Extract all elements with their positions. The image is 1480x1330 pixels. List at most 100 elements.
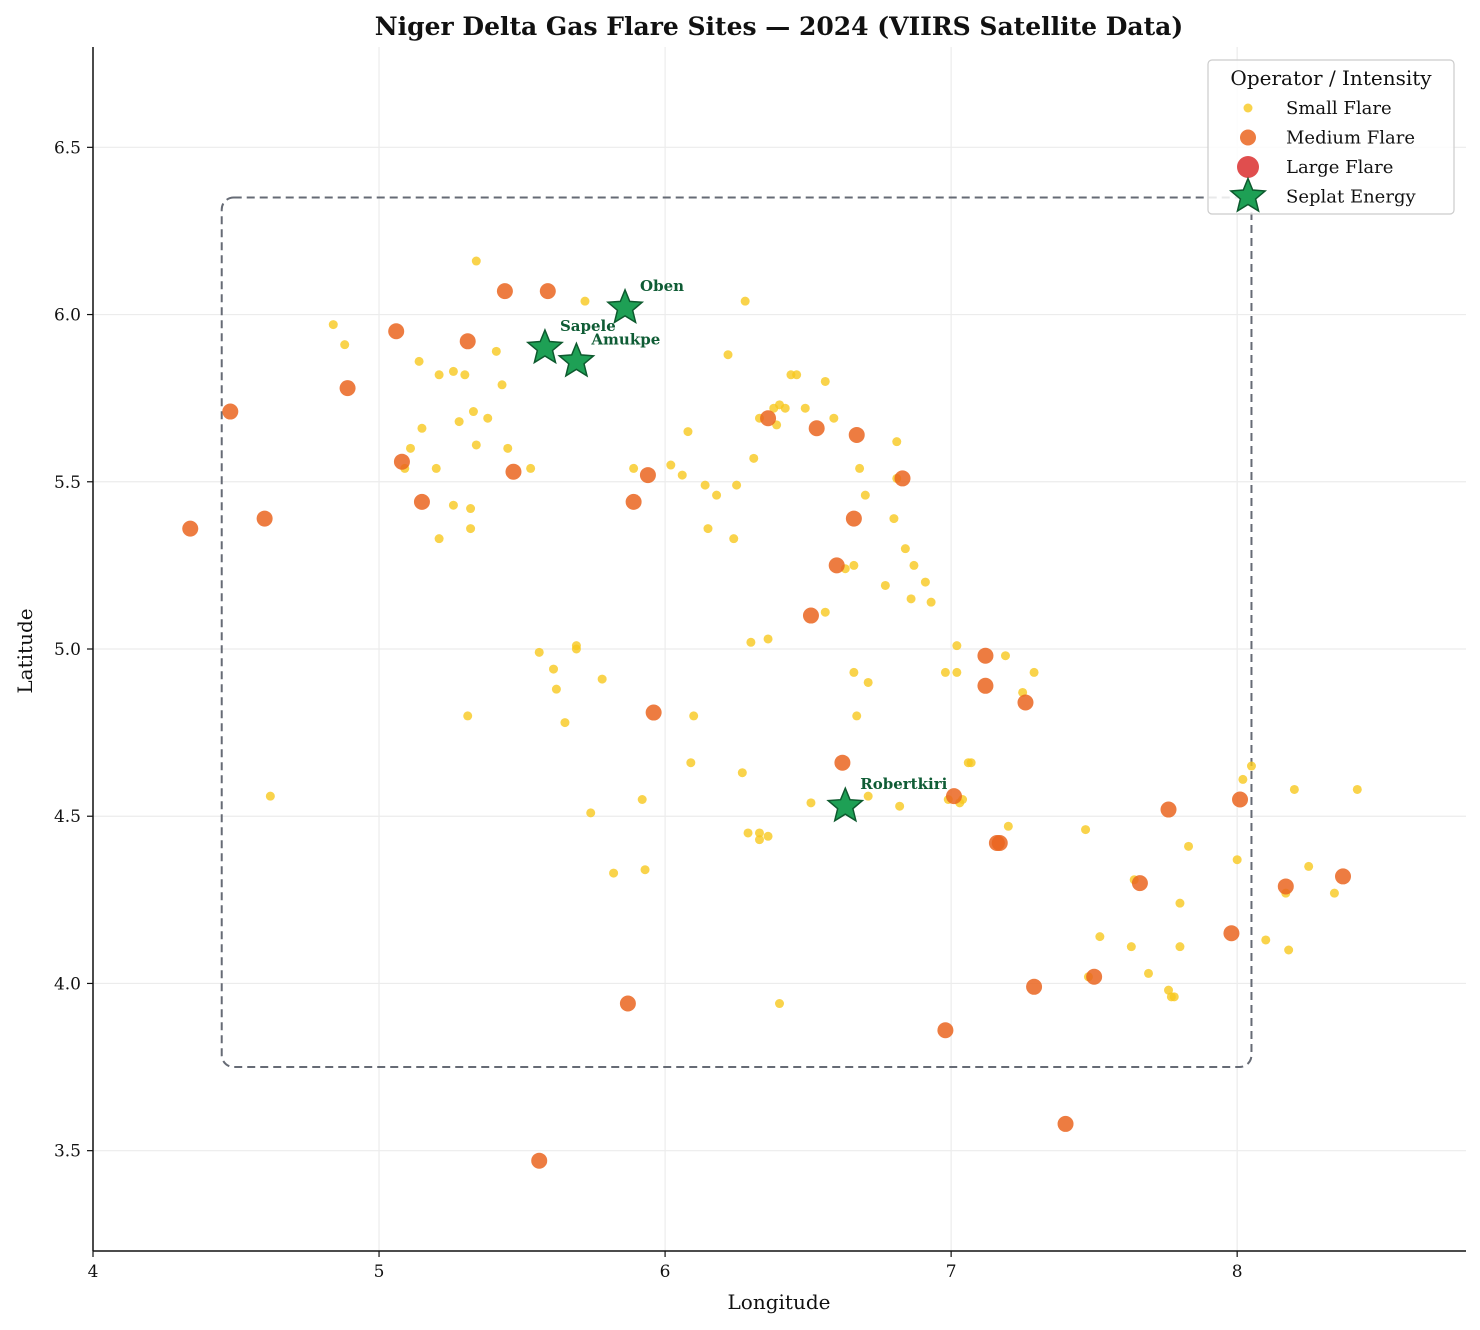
flare-point: [863, 791, 873, 801]
flare-point: [806, 798, 816, 808]
flare-point: [534, 647, 544, 657]
flare-point: [1081, 825, 1091, 835]
flare-point: [1232, 791, 1249, 808]
flare-point: [629, 463, 639, 473]
legend-item: Large Flare: [1237, 156, 1393, 178]
flare-point: [431, 463, 441, 473]
flare-point: [580, 296, 590, 306]
flare-point: [686, 758, 696, 768]
flare-point: [763, 831, 773, 841]
flare-point: [737, 768, 747, 778]
flare-point: [754, 828, 764, 838]
flare-point: [414, 356, 424, 366]
series-medium-flare: [182, 283, 1352, 1169]
flare-point: [1238, 774, 1248, 784]
legend-title: Operator / Intensity: [1230, 66, 1432, 90]
flare-point: [760, 410, 777, 427]
flare-point: [937, 1022, 954, 1039]
flare-point: [909, 560, 919, 570]
flare-point: [855, 463, 865, 473]
flare-point: [700, 480, 710, 490]
flare-point: [820, 376, 830, 386]
seplat-site-star: [826, 786, 865, 823]
x-tick-label: 5: [374, 1262, 385, 1282]
axes: 4 5 6 7 8 3.5 4.0 4.5 5.0 5.5 6.0 6.5: [54, 47, 1466, 1282]
flare-point: [1026, 978, 1043, 995]
flare-point: [775, 999, 784, 1009]
flare-point: [746, 637, 756, 647]
flare-point: [539, 283, 556, 300]
site-label: Sapele: [560, 317, 616, 335]
y-tick-label: 4.0: [54, 974, 81, 994]
flare-point: [1000, 651, 1010, 661]
flare-point: [645, 704, 662, 721]
flare-point: [991, 834, 1008, 851]
flare-point: [459, 333, 476, 350]
flare-point: [849, 560, 859, 570]
y-tick-label: 6.5: [54, 138, 81, 158]
flare-point: [940, 667, 950, 677]
flare-point: [463, 711, 473, 721]
flare-point: [222, 403, 239, 420]
region-boundary-box: [220, 196, 1253, 1069]
flare-point: [328, 320, 338, 330]
flare-point: [549, 664, 559, 674]
flare-point: [845, 510, 862, 527]
flare-point: [703, 524, 713, 534]
flare-point: [828, 557, 845, 574]
flare-point: [926, 597, 936, 607]
legend-label: Small Flare: [1286, 98, 1392, 119]
flare-point: [1184, 841, 1194, 851]
flare-point: [637, 795, 647, 804]
series-seplat-energy: [525, 287, 865, 823]
legend-item: Seplat Energy: [1228, 176, 1416, 213]
flare-point: [609, 868, 619, 878]
flare-point: [740, 296, 750, 306]
flare-point: [639, 467, 656, 484]
flare-point: [754, 835, 764, 845]
flare-point: [560, 718, 570, 728]
legend-label: Seplat Energy: [1286, 187, 1416, 208]
flare-point: [1246, 761, 1256, 771]
flare-point: [1057, 1115, 1074, 1132]
flare-point: [1223, 925, 1240, 942]
flare-point: [889, 514, 899, 524]
flare-point: [829, 413, 839, 423]
flare-point: [1277, 878, 1294, 895]
flare-point: [182, 520, 199, 537]
flare-point: [454, 417, 464, 427]
flare-point: [749, 453, 759, 463]
flare-point: [1304, 861, 1314, 871]
y-tick-label: 5.0: [54, 640, 81, 660]
flare-point: [434, 370, 444, 380]
flare-point: [977, 647, 994, 664]
flare-point: [834, 754, 851, 771]
flare-point: [895, 801, 905, 811]
flare-point: [417, 423, 427, 433]
flare-point: [743, 828, 753, 838]
flare-point: [1143, 968, 1153, 978]
flare-point: [571, 641, 581, 651]
legend-circle-marker: [1237, 156, 1259, 178]
legend-circle-marker: [1240, 129, 1256, 146]
site-label: Oben: [640, 277, 684, 295]
flare-point: [625, 493, 642, 510]
flare-point: [483, 413, 493, 423]
legend-label: Medium Flare: [1286, 128, 1415, 149]
x-axis-label: Longitude: [728, 1290, 831, 1314]
flare-point: [1175, 898, 1185, 908]
flare-point: [491, 346, 501, 356]
flare-point: [977, 677, 994, 694]
y-tick-label: 4.5: [54, 807, 81, 827]
flare-point: [340, 340, 350, 350]
flare-point: [860, 490, 870, 500]
y-axis-label: Latitude: [13, 608, 37, 693]
flare-point: [952, 641, 962, 651]
legend-star-marker: [1228, 176, 1268, 213]
legend-label: Large Flare: [1286, 157, 1393, 178]
flare-point: [531, 1152, 548, 1169]
flare-point: [852, 711, 862, 721]
data-points: [182, 256, 1362, 1169]
flare-point: [729, 534, 739, 544]
